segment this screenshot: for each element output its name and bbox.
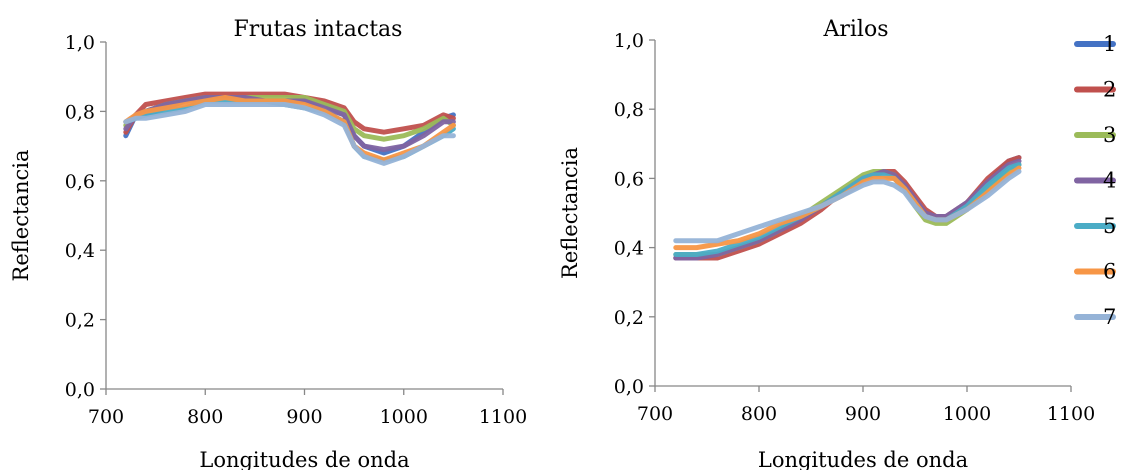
legend-label-7: 7 [1103,305,1116,329]
y-tick-label: 0,2 [65,310,95,332]
legend-label-3: 3 [1103,123,1116,147]
y-tick-label: 0,2 [614,307,644,329]
y-tick-label: 0,4 [614,238,644,260]
legend-label-5: 5 [1103,214,1116,238]
y-tick-label: 0,0 [65,379,95,401]
chart-frutas-intactas: 0,0 0,2 0,4 0,6 0,8 1,0 700 800 900 1000 1100 Fruta… [9,17,527,470]
y-tick-label: 1,0 [614,30,644,52]
x-tick-label: 700 [637,403,673,425]
series-line-6 [123,95,456,163]
chart-arilos: 0,0 0,2 0,4 0,6 0,8 1,0 700 800 900 1000 1100 Arilo… [558,17,1095,470]
y-tick-label: 0,6 [614,168,644,190]
legend: 1 2 3 4 5 6 7 [1074,32,1116,329]
y-axis-title: Reflectancia [558,147,582,279]
x-tick-label: 1000 [380,406,428,428]
y-axis-title: Reflectancia [9,150,33,282]
x-tick-label: 900 [286,406,322,428]
y-tick-label: 0,0 [614,376,644,398]
x-tick-label: 900 [845,403,881,425]
x-tick-label: 1100 [479,406,527,428]
y-tick-label: 0,4 [65,240,95,262]
legend-label-4: 4 [1103,169,1116,193]
y-tick-label: 0,6 [65,171,95,193]
legend-label-2: 2 [1103,78,1116,102]
y-tick-label: 0,8 [614,99,644,121]
y-tick-label: 1,0 [65,32,95,54]
series-line-7 [123,102,456,166]
x-tick-label: 1000 [943,403,991,425]
x-tick-label: 800 [187,406,223,428]
y-tick-label: 0,8 [65,101,95,123]
legend-label-1: 1 [1103,32,1116,56]
x-tick-label: 700 [88,406,124,428]
x-tick-label: 1100 [1047,403,1095,425]
x-tick-label: 800 [741,403,777,425]
chart-title: Frutas intactas [234,17,403,42]
chart-title: Arilos [822,17,888,42]
series-line-7 [673,169,1022,244]
x-axis-title: Longitudes de onda [199,448,409,470]
legend-label-6: 6 [1103,260,1116,284]
x-axis-title: Longitudes de onda [758,448,968,470]
